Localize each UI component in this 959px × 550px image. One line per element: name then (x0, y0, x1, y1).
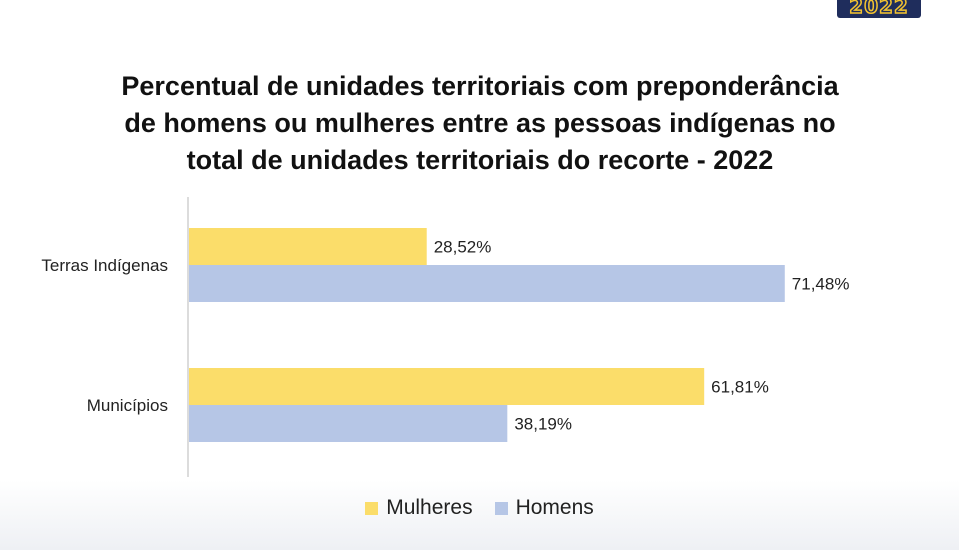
data-label-homens: 38,19% (514, 415, 572, 434)
legend: Mulheres Homens (0, 496, 959, 520)
category-label: Municípios (87, 396, 168, 415)
bar-mulheres (189, 368, 705, 405)
bar-homens (189, 265, 785, 302)
chart-title-line-2: de homens ou mulheres entre as pessoas i… (124, 108, 836, 138)
legend-label-homens: Homens (515, 496, 594, 519)
legend-swatch-homens (494, 501, 508, 515)
data-label-mulheres: 28,52% (434, 238, 492, 257)
data-label-homens: 71,48% (792, 275, 850, 294)
census-logo-badge: 2022 (837, 0, 921, 18)
legend-item-mulheres: Mulheres (365, 496, 473, 520)
logo-year-text: 2022 (848, 0, 909, 18)
legend-swatch-mulheres (365, 501, 379, 515)
data-label-mulheres: 61,81% (711, 378, 769, 397)
legend-item-homens: Homens (494, 496, 594, 520)
chart-title-line-1: Percentual de unidades territoriais com … (121, 71, 839, 101)
bar-mulheres (189, 228, 427, 265)
bar-homens (189, 405, 508, 442)
bars-group (189, 228, 785, 442)
category-label: Terras Indígenas (41, 256, 168, 275)
legend-label-mulheres: Mulheres (386, 496, 473, 519)
chart-title: Percentual de unidades territoriais com … (80, 68, 880, 179)
labels-group: Terras Indígenas 28,52% 71,48% Municípios 61… (41, 238, 849, 434)
chart-title-line-3: total de unidades territoriais do recort… (186, 145, 774, 175)
